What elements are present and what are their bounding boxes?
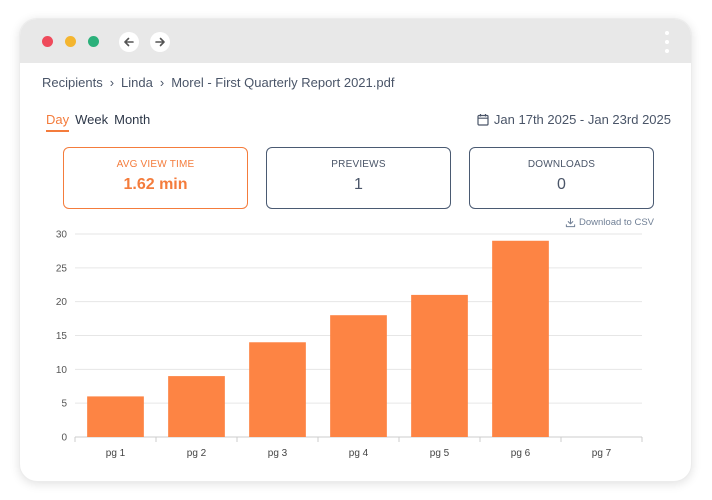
- y-tick-label: 30: [56, 230, 68, 241]
- previews-card[interactable]: PREVIEWS 1: [266, 147, 451, 209]
- breadcrumb-separator: ›: [159, 75, 165, 90]
- y-tick-label: 5: [61, 399, 67, 410]
- x-tick-label: pg 1: [106, 448, 126, 459]
- forward-button[interactable]: [150, 32, 170, 52]
- maximize-window-dot[interactable]: [88, 36, 99, 47]
- bar: [330, 315, 387, 437]
- previews-label: PREVIEWS: [331, 159, 386, 170]
- browser-window: Recipients › Linda › Morel - First Quart…: [19, 18, 692, 482]
- y-tick-label: 25: [56, 263, 68, 274]
- breadcrumb-item-recipients[interactable]: Recipients: [42, 75, 103, 90]
- avg-view-time-card[interactable]: AVG VIEW TIME 1.62 min: [63, 147, 248, 209]
- y-tick-label: 0: [61, 433, 67, 444]
- breadcrumb-item-linda[interactable]: Linda: [121, 75, 153, 90]
- tab-week[interactable]: Week: [75, 112, 109, 127]
- download-csv-link[interactable]: Download to CSV: [565, 217, 654, 228]
- breadcrumb-separator: ›: [109, 75, 115, 90]
- calendar-icon: [477, 114, 489, 126]
- bar: [168, 376, 225, 437]
- arrow-left-icon: [124, 37, 134, 47]
- arrow-right-icon: [155, 37, 165, 47]
- x-tick-label: pg 3: [268, 448, 288, 459]
- downloads-card[interactable]: DOWNLOADS 0: [469, 147, 654, 209]
- download-icon: [565, 217, 576, 228]
- tab-month[interactable]: Month: [114, 112, 151, 127]
- back-button[interactable]: [119, 32, 139, 52]
- breadcrumb: Recipients › Linda › Morel - First Quart…: [42, 75, 394, 90]
- bar: [492, 240, 549, 437]
- date-range-picker[interactable]: Jan 17th 2025 - Jan 23rd 2025: [477, 112, 671, 127]
- more-options-icon[interactable]: [665, 31, 669, 53]
- close-window-dot[interactable]: [42, 36, 53, 47]
- date-range-text: Jan 17th 2025 - Jan 23rd 2025: [493, 112, 671, 127]
- x-tick-label: pg 2: [187, 448, 207, 459]
- breadcrumb-item-document: Morel - First Quarterly Report 2021.pdf: [171, 75, 395, 90]
- bar: [411, 294, 468, 437]
- y-tick-label: 10: [56, 365, 68, 376]
- downloads-value: 0: [557, 176, 566, 193]
- minimize-window-dot[interactable]: [65, 36, 76, 47]
- download-csv-label: Download to CSV: [579, 217, 654, 228]
- y-tick-label: 20: [56, 297, 68, 308]
- avg-view-time-label: AVG VIEW TIME: [116, 159, 195, 170]
- tab-day[interactable]: Day: [46, 112, 70, 132]
- x-tick-label: pg 7: [592, 448, 612, 459]
- previews-value: 1: [354, 176, 363, 193]
- x-tick-label: pg 4: [349, 448, 369, 459]
- x-tick-label: pg 6: [511, 448, 531, 459]
- bar: [249, 342, 306, 437]
- downloads-label: DOWNLOADS: [527, 159, 596, 170]
- x-tick-label: pg 5: [430, 448, 450, 459]
- page-views-bar-chart: 0 5 10 15 20 25 30 pg 1 pg 2 pg 3 pg 4 pg 5 pg 6 pg 7: [56, 230, 643, 459]
- title-bar: [20, 19, 691, 63]
- y-tick-label: 15: [56, 331, 68, 342]
- time-range-tabs: Day Week Month: [46, 112, 150, 132]
- bar: [87, 396, 144, 437]
- avg-view-time-value: 1.62 min: [123, 176, 188, 193]
